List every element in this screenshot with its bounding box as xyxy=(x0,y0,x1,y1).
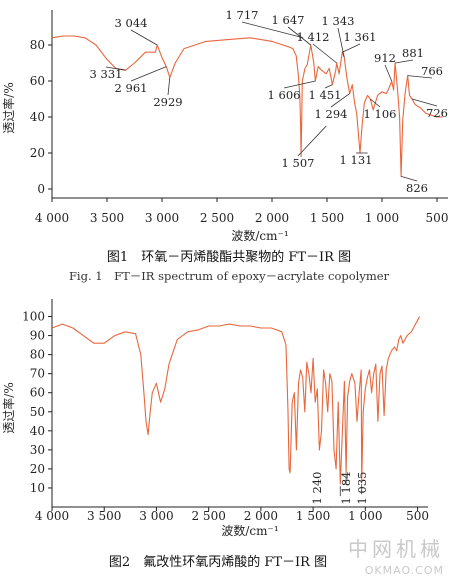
chart-2-peak-label: 1 035 xyxy=(355,472,369,505)
chart-1-caption-cn: 图1 环氧－丙烯酸酯共聚物的 FT－IR 图 xyxy=(107,249,351,265)
chart-1-x-tick-label: 1 000 xyxy=(365,211,399,225)
chart-1-peak-label: 2929 xyxy=(153,95,182,109)
chart-1-peak-leader xyxy=(407,75,433,79)
chart-1-peak-leader xyxy=(324,84,333,89)
chart-2-x-tick-label: 3 500 xyxy=(87,509,121,523)
chart-1-peak-leader xyxy=(130,29,158,46)
chart-2-x-tick-label: 3 000 xyxy=(139,509,173,523)
chart-1-y-tick-label: 80 xyxy=(30,38,45,52)
chart-1-peak-label: 766 xyxy=(421,64,443,78)
chart-2-fluorinated-epoxy-acrylic: 4 000 3 500 3 000 2 500 2 000 1 500 1 000 500 10… xyxy=(1,299,429,538)
watermark-cn: 中网机械 xyxy=(348,537,444,561)
chart-1-series-line xyxy=(51,35,443,177)
chart-2-y-tick-label: 80 xyxy=(30,348,45,362)
chart-2-peak-label: 1 240 xyxy=(310,472,324,505)
chart-2-x-tick-label: 1 500 xyxy=(296,509,330,523)
chart-1-x-tick-label: 4 000 xyxy=(35,211,69,225)
chart-1-x-tick-label: 3 000 xyxy=(145,211,179,225)
chart-1-peak-leader xyxy=(330,93,350,108)
chart-1-peak-leader xyxy=(412,98,438,107)
chart-1-peak-leader xyxy=(167,77,171,96)
chart-1-peak-leader xyxy=(297,125,327,157)
chart-2-x-tick-label: 1 000 xyxy=(348,509,382,523)
chart-1-peak-label: 2 961 xyxy=(115,81,148,95)
chart-1-y-tick-label: 60 xyxy=(30,74,45,88)
chart-1-peak-leader xyxy=(130,66,167,82)
chart-2-y-tick-label: 20 xyxy=(30,462,45,476)
chart-1-peak-label: 1 507 xyxy=(282,156,315,170)
chart-1-peak-label: 1 361 xyxy=(344,30,377,44)
chart-1-peak-label: 3 044 xyxy=(115,16,148,30)
chart-1-x-tick-label: 2 000 xyxy=(255,211,289,225)
chart-2-y-tick-label: 60 xyxy=(30,386,45,400)
chart-1-x-tick-label: 500 xyxy=(426,211,449,225)
chart-2-y-tick-label: 30 xyxy=(30,443,45,457)
chart-1-peak-label: 1 131 xyxy=(340,153,373,167)
chart-1-peak-label: 881 xyxy=(402,46,424,60)
chart-2-x-tick-label: 2 500 xyxy=(191,509,225,523)
chart-1-peak-label: 1 343 xyxy=(322,14,355,28)
chart-2-caption-cn: 图2 氟改性环氧丙烯酸的 FT－IR 图 xyxy=(109,554,327,570)
chart-2-x-tick-label: 2 000 xyxy=(244,509,278,523)
chart-1-peak-label: 912 xyxy=(374,51,396,65)
chart-2-y-tick-label: 70 xyxy=(30,367,45,381)
chart-1-y-tick-label: 0 xyxy=(37,182,45,196)
chart-2-y-tick-label: 10 xyxy=(30,481,45,495)
chart-1-x-tick-label: 3 500 xyxy=(90,211,124,225)
chart-1-peak-label: 1 717 xyxy=(226,8,259,22)
watermark-en: OKMAO.COM xyxy=(365,564,444,577)
chart-1-y-tick-label: 20 xyxy=(30,146,45,160)
chart-1-peak-label: 726 xyxy=(426,106,448,120)
chart-1-peak-label: 1 647 xyxy=(272,13,305,27)
chart-1-peak-leader xyxy=(395,59,414,64)
chart-1-peak-leader xyxy=(370,98,381,108)
chart-1-peak-label: 826 xyxy=(406,181,428,195)
chart-1-peak-label: 1 294 xyxy=(315,107,348,121)
chart-1-peak-leader xyxy=(312,43,337,64)
chart-1-peak-leader xyxy=(241,21,304,39)
chart-1-peak-leader xyxy=(337,27,345,58)
chart-2-y-tick-label: 50 xyxy=(30,405,45,419)
chart-2-x-axis-title: 波数/cm⁻¹ xyxy=(221,523,278,538)
chart-1-peak-leader xyxy=(283,80,316,89)
chart-1-peak-label: 1 106 xyxy=(364,107,397,121)
chart-1-y-axis-title: 透过率/% xyxy=(1,82,16,133)
chart-2-y-tick-label: 40 xyxy=(30,424,45,438)
chart-2-x-tick-label: 500 xyxy=(406,509,429,523)
chart-1-peak-leader xyxy=(384,64,393,82)
chart-1-peak-label: 1 412 xyxy=(297,30,330,44)
chart-1-peak-leader xyxy=(105,66,126,71)
chart-2-x-tick-label: 4 000 xyxy=(35,509,69,523)
chart-1-x-tick-label: 2 500 xyxy=(200,211,234,225)
chart-2-peak-label: 1 184 xyxy=(339,472,353,505)
chart-1-y-tick-label: 40 xyxy=(30,110,45,124)
chart-2-series-line xyxy=(51,316,421,485)
chart-1-x-tick-label: 1 500 xyxy=(310,211,344,225)
chart-1-peak-leader xyxy=(401,176,418,182)
chart-2-y-tick-label: 100 xyxy=(22,310,45,324)
chart-1-peak-label: 3 331 xyxy=(90,67,123,81)
chart-2-y-axis-title: 透过率/% xyxy=(1,382,16,433)
chart-1-epoxy-acrylate: 4 000 3 500 3 000 2 500 2 000 1 500 1 000 500 0 2… xyxy=(1,8,448,243)
chart-2-y-tick-label: 90 xyxy=(30,329,45,343)
chart-1-peak-leader xyxy=(287,26,312,46)
chart-1-peak-label: 1 451 xyxy=(309,88,342,102)
chart-1-x-axis-title: 波数/cm⁻¹ xyxy=(231,228,288,243)
chart-1-peak-label: 1 606 xyxy=(268,88,301,102)
chart-1-peak-leader xyxy=(342,43,361,53)
chart-1-caption-en: Fig. 1 FT－IR spectrum of epoxy－acrylate … xyxy=(69,269,390,283)
